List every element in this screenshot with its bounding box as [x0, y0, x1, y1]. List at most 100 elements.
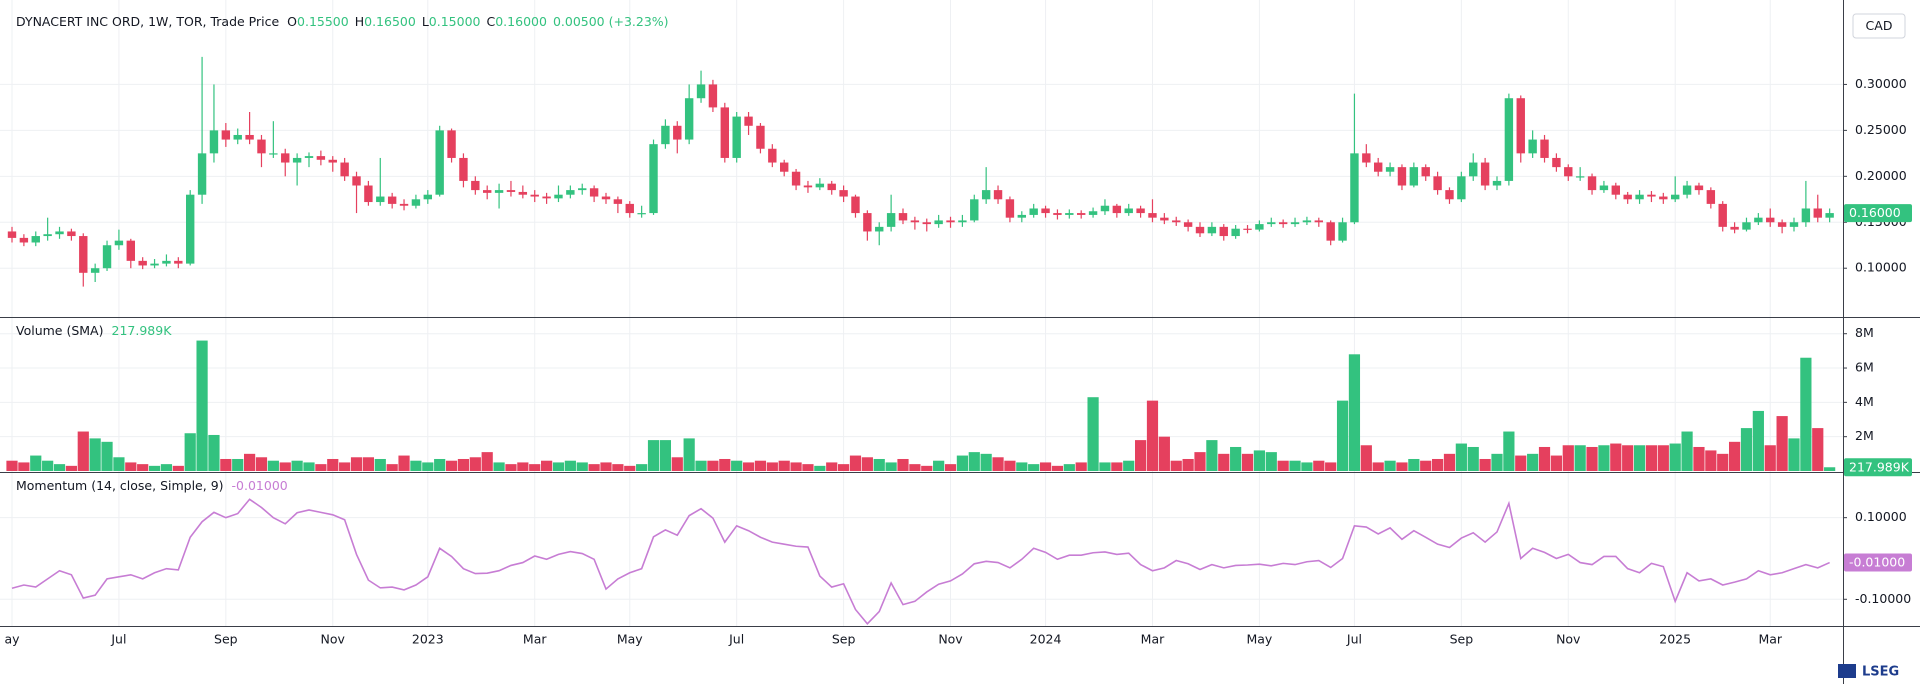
volume-bar: [624, 465, 636, 471]
candle-body: [55, 231, 64, 235]
volume-bar: [564, 460, 576, 471]
volume-bar: [1325, 462, 1337, 471]
volume-bar: [1693, 446, 1705, 471]
volume-bar: [89, 438, 101, 471]
volume-bar: [612, 464, 624, 471]
candle-body: [1100, 205, 1110, 212]
last-value-box: [1844, 204, 1912, 223]
candle-body: [90, 268, 100, 273]
candle-body: [827, 183, 836, 191]
currency-box[interactable]: [1852, 13, 1906, 39]
y-tick-label: 2M: [1855, 428, 1874, 443]
volume-bar: [172, 465, 184, 471]
candle-body: [958, 220, 967, 223]
volume-bar: [1111, 462, 1123, 471]
candle-body: [1338, 222, 1347, 241]
candle-body: [791, 171, 801, 186]
x-tick-label: Sep: [832, 632, 856, 647]
volume-bar: [445, 460, 458, 471]
candle-body: [1362, 153, 1371, 163]
candle-body: [1480, 162, 1490, 186]
candle-body: [1421, 167, 1430, 177]
candle-body: [459, 157, 468, 181]
volume-bar: [897, 458, 909, 471]
volume-bar: [576, 462, 588, 471]
x-tick-label: Jul: [728, 632, 744, 647]
volume-bar: [754, 460, 767, 471]
candle-body: [1326, 222, 1335, 241]
volume-bar: [65, 465, 77, 471]
candle-body: [851, 196, 860, 214]
candle-body: [542, 196, 551, 199]
candle-body: [708, 84, 718, 108]
volume-bar: [659, 440, 671, 471]
volume-bar: [1099, 462, 1111, 471]
candle-body: [67, 231, 76, 237]
volume-bar: [719, 458, 731, 471]
volume-bar: [160, 464, 173, 471]
candle-body: [839, 190, 848, 197]
volume-bar: [826, 462, 838, 471]
x-tick-label: Nov: [938, 632, 963, 647]
x-tick-label: Mar: [1758, 632, 1782, 647]
ohlc-value: 0.15500: [297, 14, 349, 29]
candle-body: [126, 240, 135, 261]
candle-body: [1575, 176, 1585, 178]
volume-bar: [1135, 440, 1147, 471]
candle-body: [1195, 226, 1205, 234]
volume-bar: [1740, 428, 1753, 471]
candle-body: [292, 157, 302, 163]
candle-body: [1445, 190, 1454, 200]
volume-bar: [1253, 450, 1265, 471]
pane-header: Volume (SMA) 217.989K: [16, 323, 172, 338]
candle-body: [1350, 153, 1359, 223]
volume-bar: [1800, 357, 1812, 471]
volume-bar: [1776, 416, 1788, 471]
volume-bar: [1218, 453, 1230, 471]
volume-bar: [77, 431, 89, 471]
volume-bar: [255, 457, 268, 471]
volume-bar: [1051, 465, 1064, 471]
candle-body: [1777, 222, 1787, 227]
volume-bar: [1812, 428, 1824, 471]
volume-bar: [790, 462, 802, 471]
candle-body: [1813, 208, 1822, 218]
last-value-label: 0.16000: [1849, 205, 1901, 220]
volume-bar: [1610, 443, 1622, 471]
volume-bar: [6, 460, 18, 471]
last-value-label: -0.01000: [1849, 555, 1905, 570]
volume-bar: [1004, 460, 1016, 471]
volume-bar: [1550, 455, 1562, 471]
candle-body: [1088, 211, 1098, 215]
candle-body: [233, 134, 242, 140]
volume-bar: [707, 460, 719, 471]
candle-body: [970, 199, 979, 221]
candle-body: [1255, 224, 1264, 230]
candle-body: [376, 196, 385, 203]
volume-bar: [339, 462, 351, 471]
volume-bar: [1527, 453, 1539, 471]
volume-bar: [1182, 458, 1194, 471]
volume-bar: [636, 464, 648, 471]
volume-bar: [1764, 445, 1776, 471]
volume-bar: [18, 462, 30, 471]
volume-bar: [327, 458, 339, 471]
pane-title: Volume (SMA): [16, 323, 104, 338]
candle-body: [1314, 220, 1323, 223]
volume-bar: [362, 457, 374, 471]
candle-body: [79, 236, 88, 273]
volume-bar: [683, 438, 695, 471]
volume-bar: [1028, 464, 1040, 471]
candle-body: [483, 190, 492, 193]
candle-body: [1278, 222, 1288, 225]
volume-bar: [1301, 462, 1313, 471]
volume-bar: [1491, 453, 1503, 471]
volume-bar: [1455, 443, 1467, 471]
candle-body: [399, 203, 409, 206]
pane-header: Momentum (14, close, Simple, 9) -0.01000: [16, 478, 288, 493]
volume-bar: [1633, 445, 1646, 471]
candle-body: [1789, 222, 1799, 227]
volume-bar: [42, 460, 54, 471]
volume-bar: [374, 458, 386, 471]
